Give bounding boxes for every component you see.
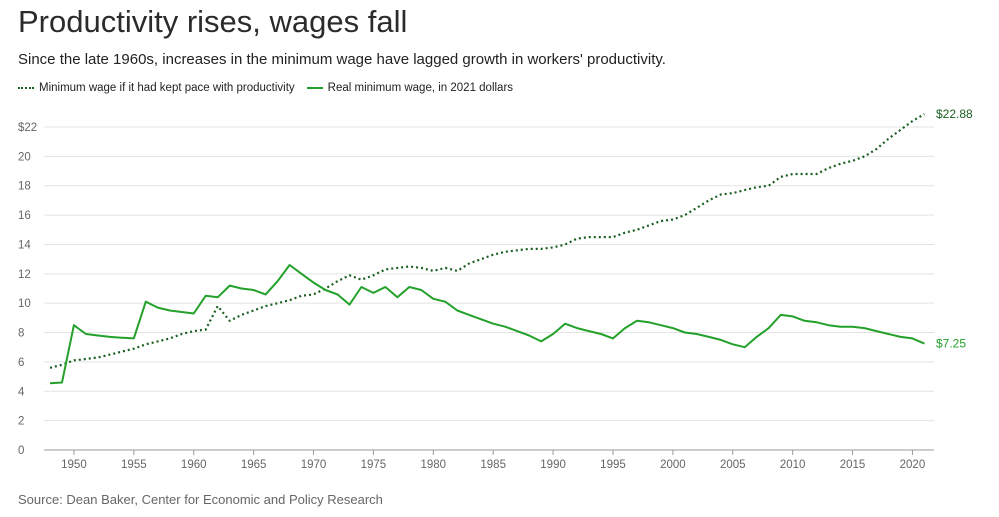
y-tick-label: 20: [18, 151, 31, 163]
y-tick-label: 14: [18, 239, 31, 251]
y-tick-label: 18: [18, 181, 31, 193]
chart-legend: Minimum wage if it had kept pace with pr…: [18, 82, 525, 94]
x-tick-label: 1955: [121, 459, 147, 471]
real-wage-line: [49, 264, 925, 385]
y-tick-label: 2: [18, 416, 24, 428]
x-tick-label: 2015: [840, 459, 866, 471]
x-tick-label: 1970: [301, 459, 327, 471]
x-tick-label: 1960: [181, 459, 207, 471]
chart-source: Source: Dean Baker, Center for Economic …: [18, 492, 383, 507]
x-tick-label: 2000: [660, 459, 686, 471]
x-tick-label: 1995: [600, 459, 626, 471]
x-tick-label: 1980: [421, 459, 447, 471]
x-tick-label: 2020: [900, 459, 926, 471]
y-tick-label: 12: [18, 269, 31, 281]
x-tick-label: 1985: [480, 459, 506, 471]
legend-swatch-solid: [306, 87, 323, 89]
chart-title: Productivity rises, wages fall: [18, 4, 408, 39]
end-labels: $22.88 $7.25: [936, 107, 973, 350]
legend-label-real-wage: Real minimum wage, in 2021 dollars: [327, 82, 514, 94]
x-tick-label: 1965: [241, 459, 267, 471]
x-tick-label: 1975: [361, 459, 387, 471]
legend-item-productivity: Minimum wage if it had kept pace with pr…: [18, 82, 295, 94]
series-lines: [49, 113, 925, 385]
productivity-line: [49, 113, 925, 369]
y-tick-label: 0: [18, 445, 24, 457]
end-label-productivity: $22.88: [936, 107, 973, 121]
x-tick-label: 1990: [540, 459, 566, 471]
x-tick-label: 2010: [780, 459, 806, 471]
legend-swatch-dotted: [18, 87, 34, 89]
x-tick-label: 1950: [61, 459, 87, 471]
chart-subtitle: Since the late 1960s, increases in the m…: [18, 51, 666, 68]
y-tick-label: 16: [18, 210, 31, 222]
x-tick-label: 2005: [720, 459, 746, 471]
y-tick-label: 8: [18, 328, 24, 340]
y-tick-label: 4: [18, 386, 25, 398]
axes: 0 2 4 6 8 10 12 14 16 18 20 $22 1950 1955 1960 1965 1970…: [18, 122, 925, 471]
legend-item-real-wage: Real minimum wage, in 2021 dollars: [306, 82, 514, 94]
end-label-real-wage: $7.25: [936, 337, 966, 351]
gridlines: [44, 126, 934, 451]
y-tick-label: 10: [18, 298, 31, 310]
y-tick-label: $22: [18, 122, 37, 134]
y-tick-label: 6: [18, 357, 24, 369]
legend-label-productivity: Minimum wage if it had kept pace with pr…: [39, 82, 295, 94]
